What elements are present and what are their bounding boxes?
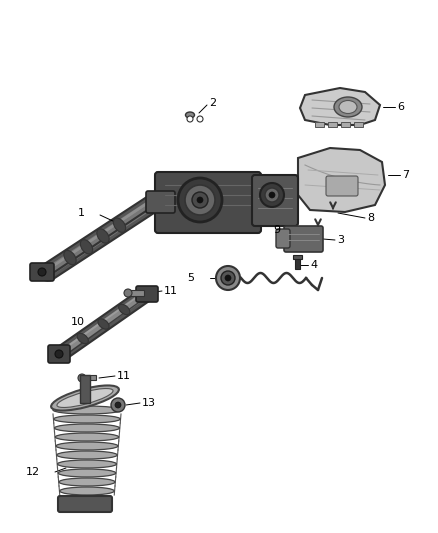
Ellipse shape [119,304,130,314]
Ellipse shape [53,406,121,414]
Ellipse shape [113,218,126,232]
Text: 3: 3 [337,235,344,245]
Bar [328,122,337,127]
Ellipse shape [58,469,116,477]
Text: 11: 11 [164,286,178,296]
Ellipse shape [77,333,88,344]
Bar [82,375,96,380]
FancyBboxPatch shape [326,176,358,196]
Text: 5: 5 [187,273,194,283]
Circle shape [269,192,275,198]
Ellipse shape [56,442,118,450]
Ellipse shape [98,319,109,329]
Circle shape [55,350,63,358]
Ellipse shape [54,415,120,423]
Text: 1: 1 [78,208,85,218]
FancyBboxPatch shape [146,191,175,213]
Text: 12: 12 [26,467,40,477]
Text: 10: 10 [71,317,85,327]
Polygon shape [298,148,385,212]
Ellipse shape [80,240,93,254]
Circle shape [221,271,235,285]
FancyBboxPatch shape [252,175,298,226]
Text: 9: 9 [273,225,280,235]
Circle shape [38,268,46,276]
FancyBboxPatch shape [30,263,54,281]
Circle shape [178,178,222,222]
FancyBboxPatch shape [136,286,158,302]
Text: 13: 13 [142,398,156,408]
Ellipse shape [197,116,203,122]
Ellipse shape [57,451,117,459]
Bar [354,122,363,127]
Text: 4: 4 [310,260,317,270]
FancyBboxPatch shape [58,496,112,512]
Ellipse shape [60,487,114,495]
Circle shape [185,185,215,215]
FancyBboxPatch shape [48,345,70,363]
Text: 6: 6 [397,102,404,112]
Circle shape [111,398,125,412]
Polygon shape [300,88,380,125]
FancyBboxPatch shape [284,226,323,252]
Ellipse shape [57,460,117,468]
Circle shape [216,266,240,290]
Circle shape [192,192,208,208]
Bar [315,122,324,127]
Bar [128,290,144,296]
Ellipse shape [54,424,120,432]
FancyBboxPatch shape [155,172,261,233]
Circle shape [265,188,279,202]
Bar [80,375,90,403]
Ellipse shape [334,97,362,117]
Circle shape [124,289,132,297]
Text: 8: 8 [367,213,374,223]
Bar [293,255,302,259]
Ellipse shape [339,101,357,114]
Ellipse shape [64,251,76,265]
Circle shape [115,402,121,408]
Text: 2: 2 [209,98,216,108]
Circle shape [78,374,86,382]
Bar [295,257,300,269]
Ellipse shape [51,385,119,410]
Ellipse shape [97,229,109,243]
Bar [341,122,350,127]
Circle shape [225,275,231,281]
Ellipse shape [55,433,119,441]
Text: 7: 7 [402,170,409,180]
Ellipse shape [57,389,113,408]
FancyBboxPatch shape [276,229,290,248]
Circle shape [260,183,284,207]
Ellipse shape [186,112,194,118]
Circle shape [197,197,203,203]
Ellipse shape [187,116,193,122]
Ellipse shape [59,478,115,486]
Text: 11: 11 [117,371,131,381]
